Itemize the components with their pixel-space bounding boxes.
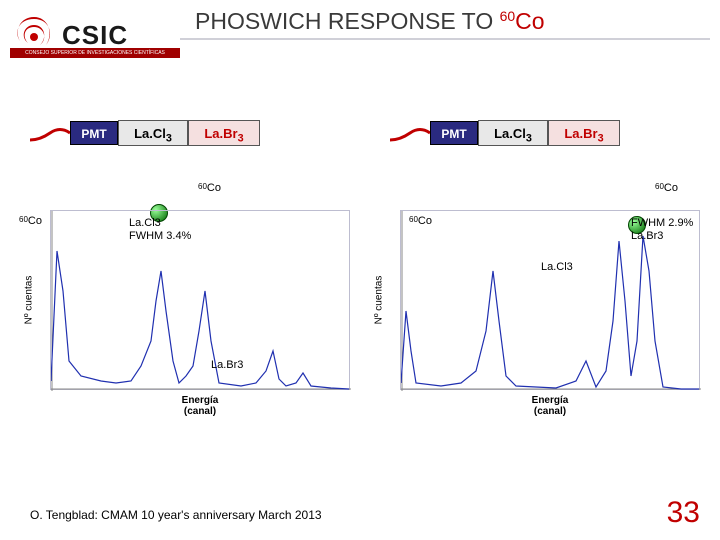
labr-block: La.Br3	[548, 120, 620, 146]
lacl-block: La.Cl3	[118, 120, 188, 146]
source-label-right: 60Co	[655, 182, 678, 194]
spectrum-left: Nº cuentas Energía(canal) 60Co La.Cl3FWH…	[50, 210, 350, 390]
source-label-left: 60Co	[198, 182, 221, 194]
pmt-block: PMT	[70, 121, 118, 145]
cable-icon	[390, 124, 430, 142]
spectra-row: Nº cuentas Energía(canal) 60Co La.Cl3FWH…	[0, 200, 720, 420]
title-prefix: PHOSWICH RESPONSE TO	[195, 8, 500, 34]
page-number: 33	[667, 496, 700, 530]
spectrum-left-plot	[51, 211, 351, 391]
title-underline	[180, 38, 710, 40]
cable-icon	[30, 124, 70, 142]
detector-left: PMT La.Cl3 La.Br3	[30, 120, 260, 146]
lacl-block: La.Cl3	[478, 120, 548, 146]
ylabel: Nº cuentas	[374, 276, 385, 325]
spectrum-right-annot2: La.Cl3	[541, 261, 573, 274]
spectrum-right-annot1: FWHM 2.9%La.Br3	[631, 217, 693, 243]
footer-text: O. Tengblad: CMAM 10 year's anniversary …	[30, 508, 322, 522]
spectrum-right: Nº cuentas Energía(canal) 60Co FWHM 2.9%…	[400, 210, 700, 390]
logo-subtitle-bar: CONSEJO SUPERIOR DE INVESTIGACIONES CIEN…	[10, 48, 180, 58]
xlabel: Energía(canal)	[532, 395, 569, 417]
spectrum-right-title: 60Co	[409, 215, 432, 228]
spectrum-left-annot2: La.Br3	[211, 359, 243, 372]
spectrum-left-annot1: La.Cl3FWHM 3.4%	[129, 217, 191, 243]
title-isotope: 60Co	[500, 8, 545, 34]
pmt-block: PMT	[430, 121, 478, 145]
spectrum-left-title: 60Co	[19, 215, 42, 228]
xlabel: Energía(canal)	[182, 395, 219, 417]
slide-title: PHOSWICH RESPONSE TO 60Co	[195, 8, 545, 35]
logo-text: CSIC	[62, 20, 128, 51]
ylabel: Nº cuentas	[24, 276, 35, 325]
detector-right: PMT La.Cl3 La.Br3	[390, 120, 620, 146]
labr-block: La.Br3	[188, 120, 260, 146]
detector-schematics: PMT La.Cl3 La.Br3 60Co PMT La.Cl3 La.Br3…	[0, 100, 720, 180]
